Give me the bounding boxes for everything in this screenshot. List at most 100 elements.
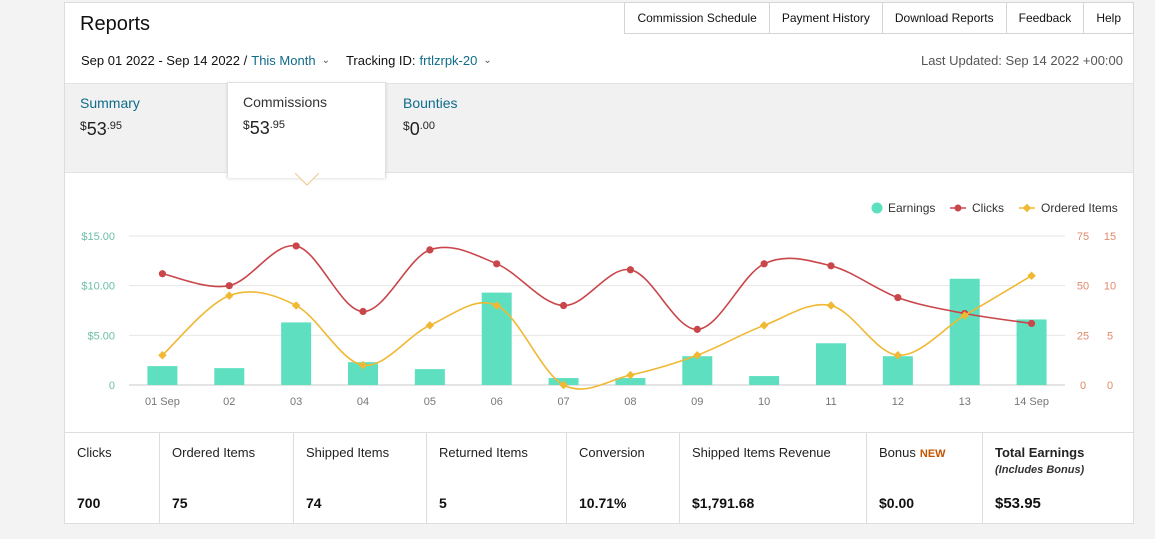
- stat-bonus: Bonus NEW $0.00: [867, 433, 983, 523]
- tab-summary[interactable]: Summary $53.95: [65, 84, 155, 174]
- clicks-point: [359, 307, 367, 316]
- earnings-bar: [949, 278, 980, 385]
- tab-label: Bounties: [403, 95, 458, 111]
- x-tick-label: 08: [624, 396, 636, 408]
- x-tick-label: 14 Sep: [1014, 396, 1049, 408]
- earnings-bar: [281, 322, 312, 385]
- active-tab-caret: [295, 173, 319, 186]
- ordered-items-point: [425, 321, 435, 330]
- report-tabs: Summary $53.95 Commissions $53.95 Bounti…: [65, 82, 1133, 178]
- stat-conversion: Conversion 10.71%: [567, 433, 680, 523]
- stats-bar: Clicks 700 Ordered Items 75 Shipped Item…: [65, 432, 1133, 523]
- chevron-down-icon[interactable]: ⌄: [321, 55, 330, 66]
- x-tick-label: 07: [557, 396, 569, 408]
- clicks-point: [292, 242, 300, 250]
- earnings-bar: [147, 366, 178, 385]
- tracking-label: Tracking ID:: [345, 53, 416, 68]
- last-updated: Last Updated: Sep 14 2022 +00:00: [920, 53, 1123, 68]
- clicks-point: [760, 260, 768, 268]
- x-tick-label: 03: [290, 396, 302, 408]
- earnings-bar: [882, 356, 913, 385]
- y-right-clicks-tick-label: 0: [1080, 380, 1086, 392]
- earnings-bar: [615, 378, 646, 385]
- legend-earnings-label: Earnings: [888, 201, 935, 215]
- y-right-items-tick-label: 5: [1107, 330, 1113, 342]
- download-reports-link[interactable]: Download Reports: [881, 2, 1006, 34]
- x-tick-label: 11: [825, 396, 836, 408]
- tab-amount: $53.95: [243, 118, 286, 138]
- period-dropdown[interactable]: This Month: [251, 53, 316, 68]
- x-tick-label: 10: [758, 396, 770, 408]
- clicks-point: [827, 262, 835, 270]
- x-tick-label: 04: [357, 396, 369, 408]
- stat-shipped-items: Shipped Items 74: [294, 433, 427, 523]
- ordered-items-point: [826, 301, 836, 310]
- tab-label: Commissions: [243, 94, 328, 110]
- earnings-bar: [682, 356, 713, 385]
- x-tick-label: 06: [491, 396, 503, 408]
- y-right-clicks-tick-label: 75: [1077, 231, 1089, 243]
- y-left-tick-label: $15.00: [81, 231, 115, 243]
- top-nav: Commission Schedule Payment History Down…: [624, 2, 1134, 34]
- feedback-link[interactable]: Feedback: [1005, 2, 1084, 34]
- y-right-clicks-tick-label: 25: [1077, 330, 1089, 342]
- legend-earnings-marker: [871, 202, 883, 214]
- tab-amount: $0.00: [403, 119, 435, 139]
- clicks-point: [1027, 319, 1036, 328]
- y-right-items-tick-label: 0: [1107, 380, 1113, 392]
- page-title: Reports: [80, 13, 151, 35]
- tracking-id-dropdown[interactable]: frtlzrpk-20: [419, 53, 478, 68]
- legend-clicks-label: Clicks: [972, 201, 1004, 215]
- x-tick-label: 02: [223, 396, 235, 408]
- y-left-tick-label: $5.00: [87, 330, 115, 342]
- chevron-down-icon[interactable]: ⌄: [483, 55, 492, 66]
- ordered-items-point: [291, 301, 301, 310]
- x-tick-label: 13: [959, 396, 971, 408]
- earnings-bar: [1016, 319, 1047, 385]
- earnings-bar: [214, 368, 245, 385]
- stat-clicks: Clicks 700: [65, 433, 160, 523]
- clicks-point: [225, 282, 233, 290]
- tab-commissions[interactable]: Commissions $53.95: [227, 82, 386, 178]
- ordered-items-point: [1027, 271, 1036, 280]
- tab-label: Summary: [80, 95, 140, 111]
- ordered-items-point: [492, 301, 501, 310]
- clicks-point: [426, 246, 434, 254]
- payment-history-link[interactable]: Payment History: [768, 2, 882, 34]
- reports-panel: Reports Commission Schedule Payment Hist…: [64, 2, 1134, 524]
- ordered-items-point: [759, 321, 769, 330]
- x-tick-label: 12: [892, 396, 904, 408]
- clicks-point: [693, 325, 701, 333]
- new-badge: NEW: [919, 448, 946, 460]
- tab-amount: $53.95: [80, 119, 123, 139]
- ordered-items-point: [559, 380, 568, 390]
- clicks-point: [626, 266, 635, 274]
- earnings-bar: [816, 343, 846, 385]
- earnings-bar: [749, 376, 780, 385]
- y-left-tick-label: 0: [109, 380, 115, 392]
- legend-items-label: Ordered Items: [1041, 201, 1118, 215]
- clicks-point: [158, 270, 167, 278]
- y-left-tick-label: $10.00: [81, 281, 115, 293]
- clicks-point: [894, 293, 902, 302]
- commission-schedule-link[interactable]: Commission Schedule: [624, 2, 769, 34]
- ordered-items-point: [626, 370, 635, 380]
- x-tick-label: 05: [424, 396, 436, 408]
- ordered-items-point: [358, 360, 368, 370]
- stat-ordered-items: Ordered Items 75: [160, 433, 294, 523]
- stat-total-earnings: Total Earnings (Includes Bonus) $53.95: [995, 445, 1085, 512]
- tab-bounties[interactable]: Bounties $0.00: [388, 84, 472, 174]
- clicks-point: [559, 301, 568, 310]
- ordered-items-line: [161, 275, 1032, 390]
- help-link[interactable]: Help: [1083, 2, 1134, 34]
- y-right-items-tick-label: 10: [1104, 281, 1116, 293]
- earnings-bar: [414, 369, 445, 385]
- date-range: Sep 01 2022 - Sep 14 2022 /: [81, 53, 248, 68]
- x-tick-label: 01 Sep: [145, 396, 180, 408]
- x-tick-label: 09: [691, 396, 703, 408]
- y-right-clicks-tick-label: 50: [1077, 281, 1089, 293]
- ordered-items-point: [225, 291, 234, 300]
- clicks-line: [162, 245, 1032, 331]
- clicks-point: [493, 260, 501, 268]
